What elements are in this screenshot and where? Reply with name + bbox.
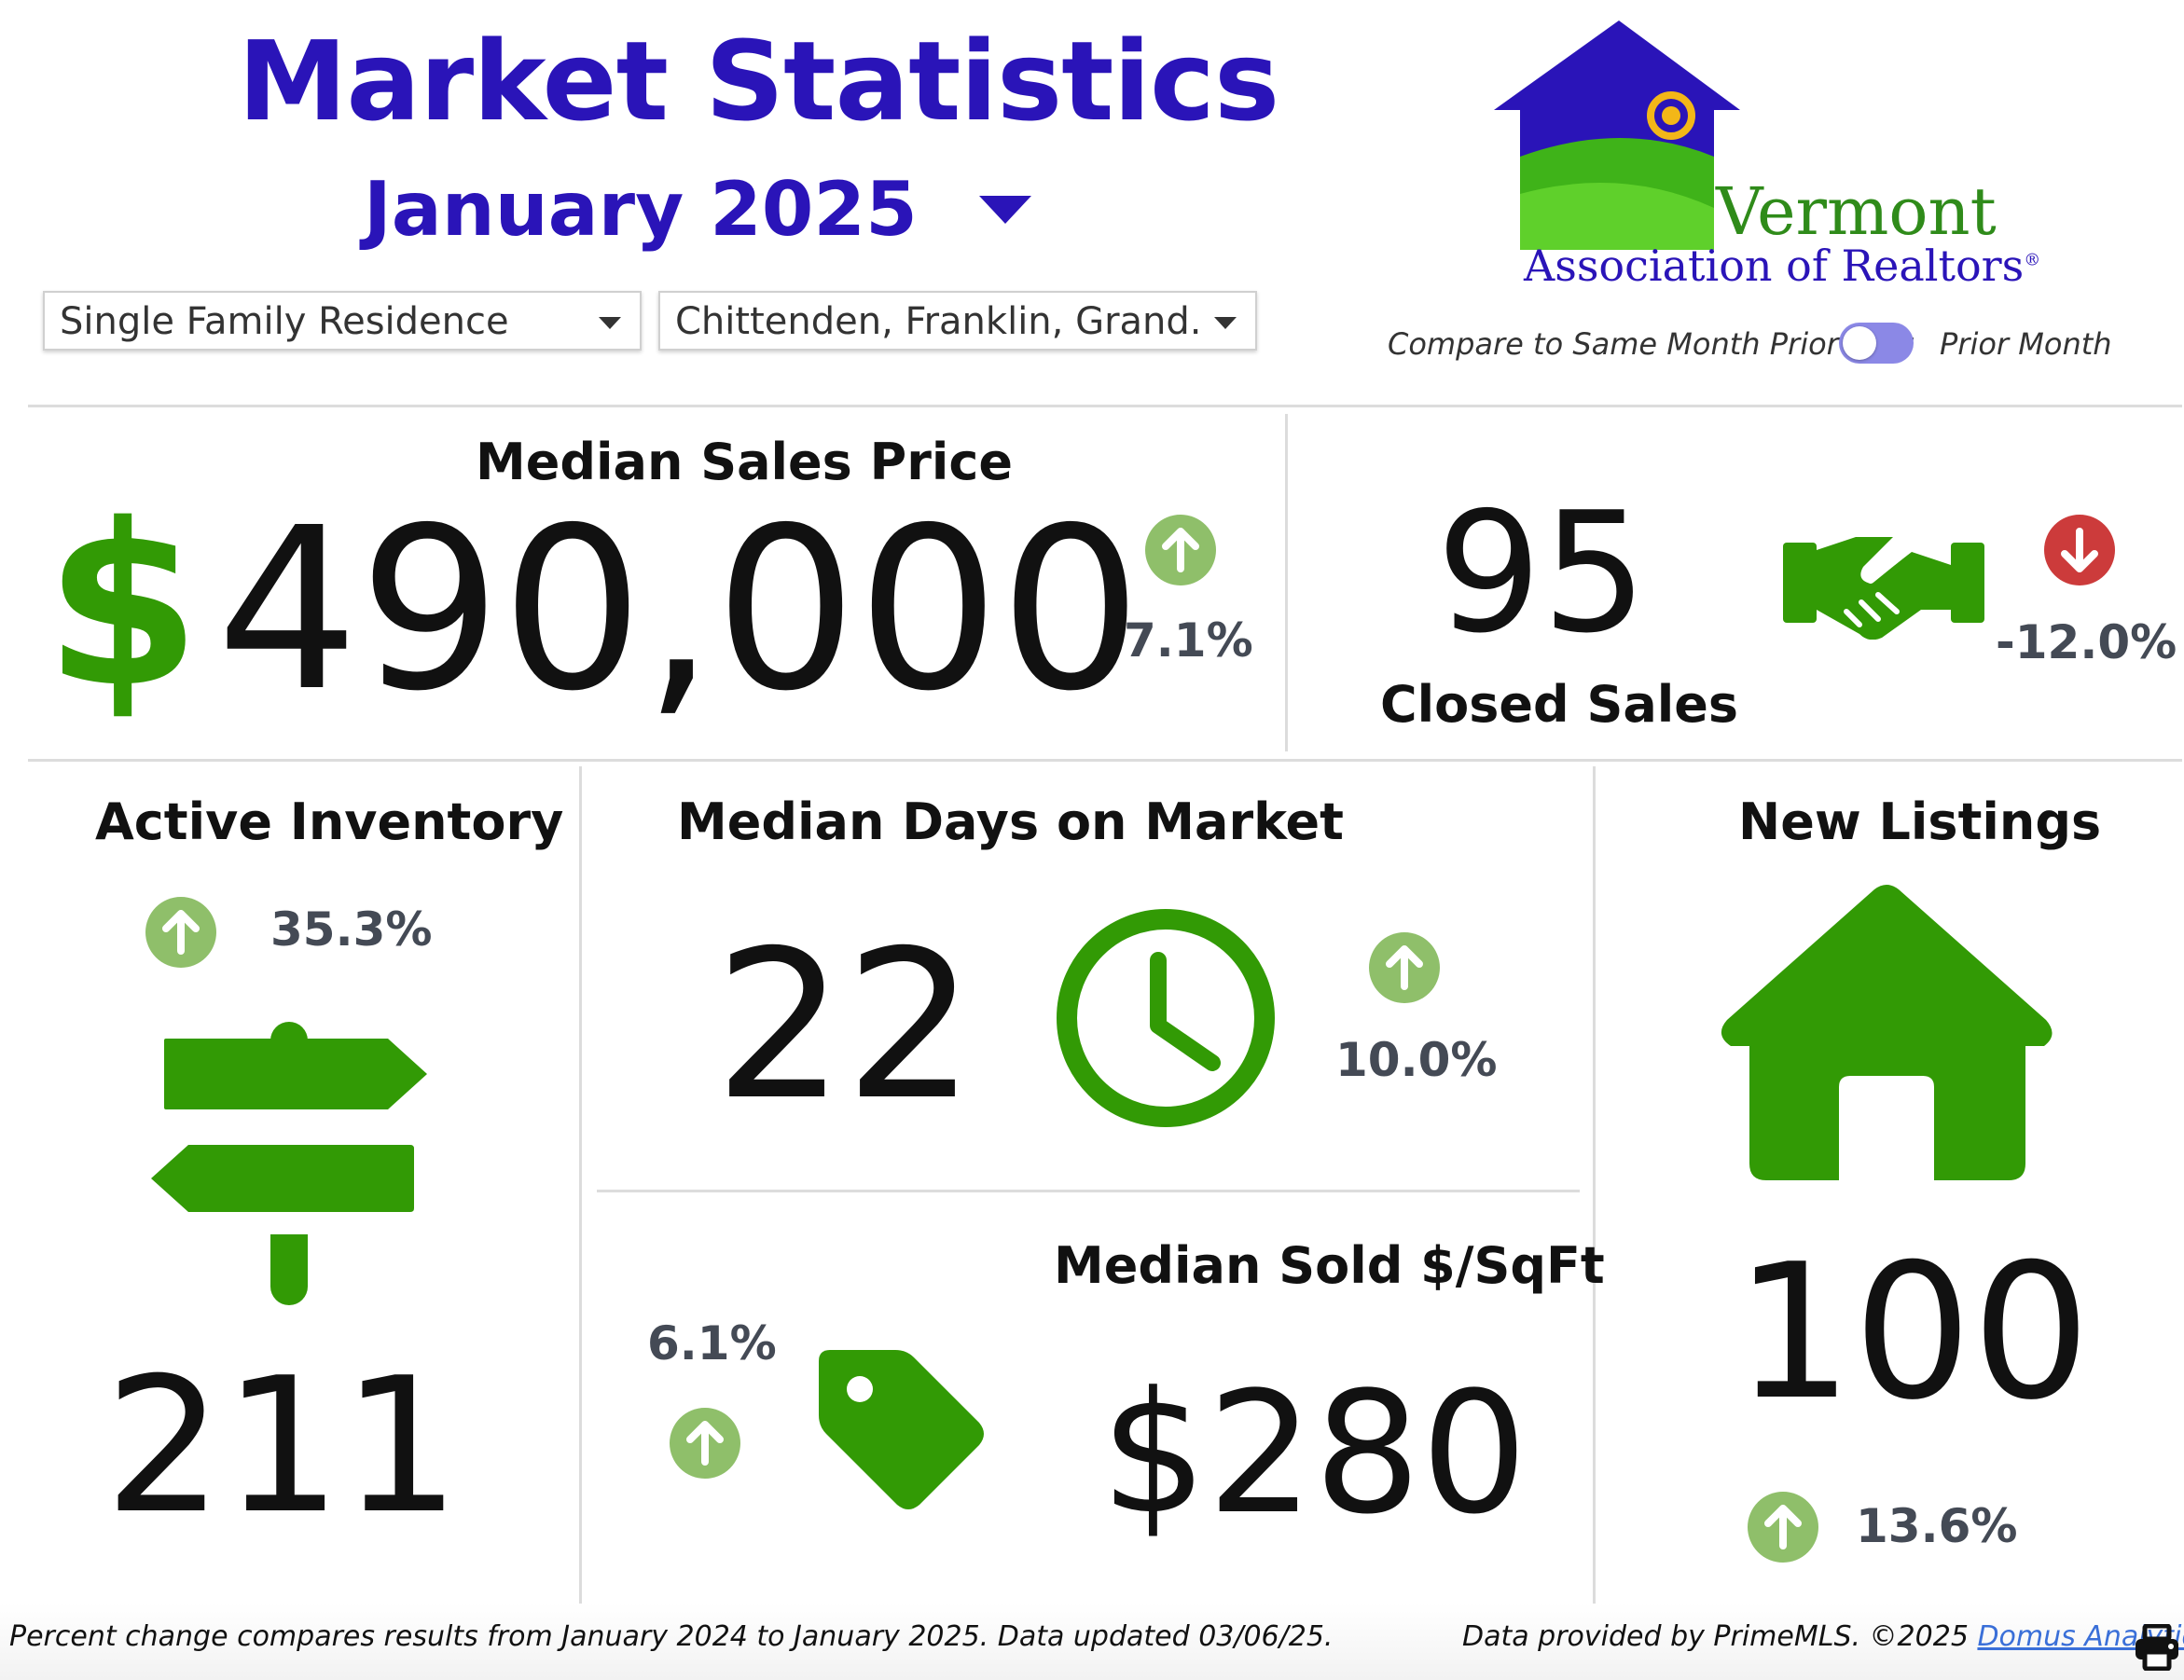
property-type-value: Single Family Residence xyxy=(60,300,509,343)
closed-sales-label: Closed Sales xyxy=(1380,675,1739,734)
footer-provided-text: Data provided by PrimeMLS. ©2025 xyxy=(1462,1620,1978,1653)
divider xyxy=(1285,414,1288,751)
logo-text-association: Association of Realtors® xyxy=(1524,241,2040,291)
median-sales-price-change: 7.1% xyxy=(1124,613,1253,668)
compare-prior-year-label: Compare to Same Month Prior Year xyxy=(1388,326,1913,362)
closed-sales-value: 95 xyxy=(1436,476,1648,669)
dollar-sign-icon: $ xyxy=(45,475,200,737)
divider xyxy=(579,766,582,1615)
divider xyxy=(28,405,2182,407)
divider xyxy=(597,1190,1580,1192)
footer-note: Percent change compares results from Jan… xyxy=(9,1620,1334,1653)
county-value: Chittenden, Franklin, Grand... xyxy=(675,300,1199,343)
median-sales-price-label: Median Sales Price xyxy=(476,433,1013,491)
house-logo-icon xyxy=(1494,21,1740,250)
compare-toggle[interactable] xyxy=(1839,323,1914,364)
closed-sales-change: -12.0% xyxy=(1996,615,2177,669)
house-icon xyxy=(1721,885,2053,1180)
divider xyxy=(28,759,2182,762)
page-title: Market Statistics xyxy=(238,17,1279,145)
arrow-up-icon xyxy=(670,1408,740,1479)
logo-text-vermont: Vermont xyxy=(1716,173,1997,250)
county-select[interactable]: Chittenden, Franklin, Grand... xyxy=(658,291,1257,351)
new-listings-label: New Listings xyxy=(1738,792,2102,851)
arrow-up-icon xyxy=(1748,1492,1818,1563)
median-days-value: 22 xyxy=(714,906,975,1145)
handshake-icon xyxy=(1783,537,1984,640)
chevron-down-icon xyxy=(1214,317,1237,329)
active-inventory-change: 35.3% xyxy=(270,902,433,957)
print-icon[interactable] xyxy=(2134,1624,2180,1671)
median-days-label: Median Days on Market xyxy=(677,792,1344,851)
median-sqft-value: $280 xyxy=(1100,1356,1528,1551)
month-dropdown-caret-icon[interactable] xyxy=(979,196,1031,224)
footer-bar xyxy=(0,1604,2184,1680)
arrow-up-icon xyxy=(1369,932,1440,1003)
month-label[interactable]: January 2025 xyxy=(364,166,918,253)
active-inventory-value: 211 xyxy=(104,1338,461,1555)
arrow-down-icon xyxy=(2044,515,2115,585)
arrow-up-icon xyxy=(145,897,216,968)
median-days-change: 10.0% xyxy=(1335,1033,1498,1087)
vermont-realtors-logo: Vermont Association of Realtors® xyxy=(1483,17,2040,296)
divider xyxy=(1593,766,1596,1615)
new-listings-change: 13.6% xyxy=(1856,1499,2018,1553)
arrow-up-icon xyxy=(1145,515,1216,585)
price-tag-icon xyxy=(819,1350,984,1509)
compare-prior-month-label: Prior Month xyxy=(1940,326,2112,362)
footer-credit: Data provided by PrimeMLS. ©2025 Domus A… xyxy=(1462,1620,2184,1653)
signpost-icon xyxy=(151,1022,427,1305)
logo-text-association-main: Association of Realtors xyxy=(1524,241,2025,291)
property-type-select[interactable]: Single Family Residence xyxy=(43,291,642,351)
logo-registered-mark: ® xyxy=(2024,250,2041,270)
median-sqft-change: 6.1% xyxy=(647,1316,777,1370)
toggle-knob xyxy=(1843,326,1876,360)
median-sales-price-value: 490,000 xyxy=(216,479,1142,740)
median-sqft-label: Median Sold $/SqFt xyxy=(1054,1236,1605,1295)
chevron-down-icon xyxy=(599,317,621,329)
clock-icon xyxy=(1057,909,1275,1127)
new-listings-value: 100 xyxy=(1735,1224,2091,1441)
active-inventory-label: Active Inventory xyxy=(95,792,564,851)
